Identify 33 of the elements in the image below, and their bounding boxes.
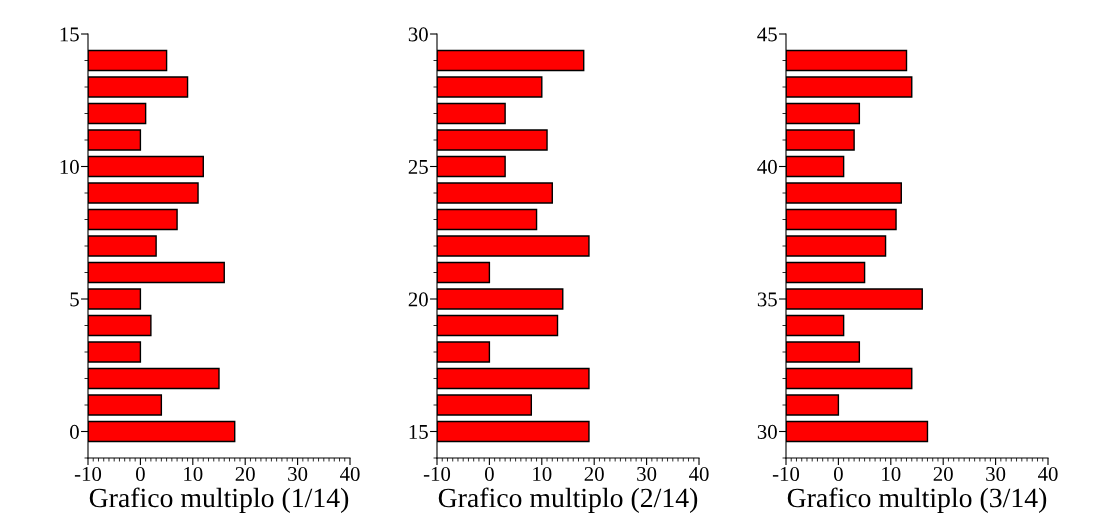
y-tick-label: 15 bbox=[409, 424, 428, 439]
y-tick-label: 30 bbox=[757, 424, 777, 439]
x-tick-label: 0 bbox=[484, 466, 494, 481]
text: Grafico multiplo (3/14) bbox=[787, 487, 1047, 513]
y-tick-label: 35 bbox=[757, 292, 777, 307]
y-tick-label: 30 bbox=[408, 27, 428, 42]
y-tick-label: 5 bbox=[70, 292, 79, 307]
y-tick-label: 20 bbox=[408, 292, 428, 307]
y-tick-label: 40 bbox=[757, 159, 777, 174]
x-tick-label: -10 bbox=[423, 466, 451, 481]
x-tick-label: 30 bbox=[986, 466, 1006, 481]
y-tick-label: 25 bbox=[408, 159, 428, 174]
x-tick-label: -10 bbox=[74, 466, 102, 481]
x-tick-label: 40 bbox=[1037, 466, 1058, 481]
y-tick-label: 45 bbox=[757, 27, 777, 42]
text: Grafico multiplo (2/14) bbox=[438, 487, 698, 513]
x-tick-label: 20 bbox=[584, 466, 604, 481]
x-tick-label: 10 bbox=[533, 466, 552, 481]
x-tick-label: 10 bbox=[184, 466, 203, 481]
x-tick-label: 20 bbox=[235, 466, 255, 481]
y-tick-label: 0 bbox=[70, 424, 79, 439]
x-tick-label: 20 bbox=[933, 466, 953, 481]
x-tick-label: 30 bbox=[288, 466, 308, 481]
x-tick-label: 0 bbox=[135, 466, 145, 481]
x-tick-label: 40 bbox=[688, 466, 709, 481]
text: Grafico multiplo (1/14) bbox=[89, 487, 349, 513]
y-tick-label: 15 bbox=[60, 27, 79, 42]
x-tick-label: -10 bbox=[772, 466, 800, 481]
x-tick-label: 10 bbox=[882, 466, 901, 481]
y-tick-label: 10 bbox=[60, 159, 79, 174]
x-tick-label: 0 bbox=[833, 466, 843, 481]
x-tick-label: 30 bbox=[637, 466, 657, 481]
x-tick-label: 40 bbox=[339, 466, 360, 481]
